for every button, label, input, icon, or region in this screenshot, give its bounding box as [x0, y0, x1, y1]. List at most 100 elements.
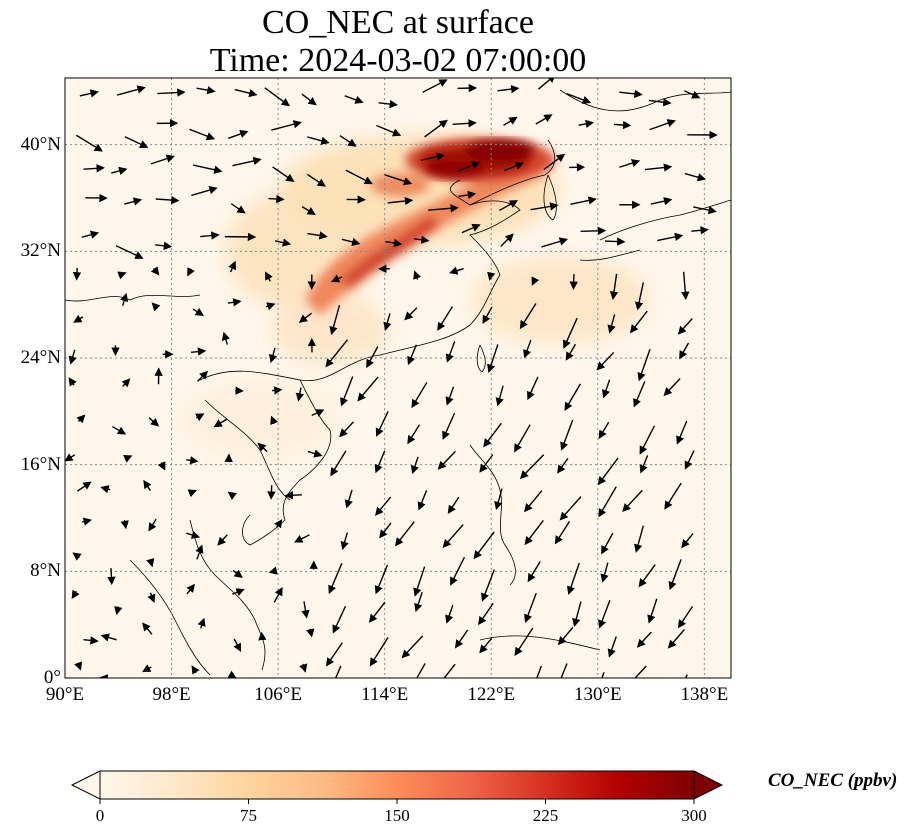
wind-arrow — [428, 204, 459, 213]
wind-arrow — [341, 237, 361, 247]
wind-arrow — [609, 273, 619, 300]
map-title-line-2: Time: 2024-03-02 07:00:00 — [209, 42, 587, 79]
wind-arrow — [541, 237, 569, 248]
wind-arrow — [407, 424, 421, 445]
wind-arrow — [366, 346, 379, 369]
colorbar-tick-label: 150 — [384, 806, 410, 825]
wind-arrow — [684, 172, 707, 182]
wind-arrow — [121, 378, 131, 388]
wind-arrow — [691, 226, 709, 235]
wind-arrow — [306, 628, 315, 638]
wind-arrow — [648, 98, 672, 107]
wind-arrow — [307, 136, 330, 145]
wind-arrow — [339, 421, 354, 438]
wind-arrow — [340, 532, 349, 551]
wind-arrow — [268, 194, 285, 204]
wind-arrow — [410, 456, 419, 475]
wind-arrow — [301, 206, 316, 215]
wind-arrow — [601, 672, 605, 678]
wind-arrow — [375, 496, 392, 516]
colorbar-tick-label: 225 — [532, 806, 559, 825]
wind-arrow — [679, 342, 690, 360]
wind-arrow — [115, 245, 144, 259]
wind-arrow — [447, 496, 460, 515]
colorbar-tick-label: 0 — [95, 806, 105, 825]
wind-arrow — [600, 562, 609, 583]
wind-arrow — [647, 598, 658, 624]
wind-arrow — [298, 312, 312, 323]
wind-arrow — [233, 638, 242, 652]
wind-arrow — [81, 230, 100, 239]
wind-arrow — [487, 344, 499, 373]
wind-arrow — [186, 583, 195, 595]
map-frame — [64, 77, 732, 679]
wind-arrow — [535, 114, 553, 125]
wind-arrow — [295, 387, 304, 402]
wind-arrow — [564, 383, 582, 411]
wind-arrow — [284, 491, 302, 500]
wind-arrow — [189, 128, 216, 141]
wind-arrow — [231, 588, 245, 597]
wind-arrow — [195, 544, 204, 560]
wind-arrow — [417, 490, 428, 511]
wind-arrow — [404, 307, 418, 321]
wind-arrow — [664, 482, 682, 510]
wind-arrow — [123, 455, 133, 463]
wind-arrow — [597, 457, 619, 486]
wind-arrow — [213, 418, 228, 428]
wind-arrow — [150, 154, 175, 165]
wind-arrow — [345, 169, 373, 185]
wind-arrow — [114, 606, 123, 616]
wind-arrow — [559, 496, 582, 521]
wind-arrow — [649, 119, 676, 131]
wind-arrow — [557, 626, 574, 646]
wind-arrow — [422, 79, 448, 93]
x-tick-label: 114°E — [361, 684, 409, 705]
y-tick-label: 40°N — [20, 133, 61, 155]
wind-arrow — [449, 266, 464, 275]
wind-arrow — [450, 556, 466, 586]
wind-arrow — [190, 347, 207, 356]
wind-arrow — [693, 205, 717, 215]
map-title-line-1: CO_NEC at surface — [262, 4, 534, 41]
wind-arrow — [667, 628, 686, 649]
wind-arrow — [503, 161, 525, 172]
wind-arrow — [601, 379, 611, 399]
wind-arrow — [100, 633, 117, 642]
wind-arrow — [83, 636, 99, 645]
wind-arrow — [445, 341, 456, 363]
wind-arrow — [557, 457, 569, 474]
wind-arrow — [598, 421, 610, 439]
wind-arrow — [120, 292, 129, 306]
wind-arrow — [487, 271, 496, 281]
wind-arrow — [197, 617, 206, 629]
wind-arrow — [681, 271, 690, 301]
wind-arrow — [191, 186, 218, 197]
wind-arrow — [307, 449, 323, 458]
wind-arrow — [604, 237, 626, 246]
y-tick-label: 32°N — [20, 240, 61, 262]
wind-arrow — [677, 606, 693, 629]
wind-arrow — [221, 331, 230, 345]
wind-arrow — [629, 310, 648, 334]
x-tick-label: 98°E — [152, 684, 191, 705]
wind-arrow — [325, 339, 349, 368]
wind-arrow — [554, 520, 571, 545]
wind-arrow — [473, 531, 495, 560]
wind-arrow — [257, 442, 268, 453]
wind-arrow — [411, 382, 428, 409]
wind-arrow — [601, 532, 614, 555]
wind-arrow — [519, 454, 545, 480]
wind-arrow — [634, 282, 645, 311]
wind-arrow — [151, 302, 161, 312]
wind-arrow — [563, 317, 578, 349]
wind-arrow — [68, 377, 77, 387]
wind-arrow — [120, 520, 129, 530]
wind-arrow — [443, 663, 456, 678]
wind-arrow — [479, 454, 494, 473]
wind-arrow — [572, 601, 582, 628]
wind-arrow — [637, 348, 651, 382]
concentration-field — [180, 135, 650, 460]
wind-arrow — [663, 378, 681, 397]
